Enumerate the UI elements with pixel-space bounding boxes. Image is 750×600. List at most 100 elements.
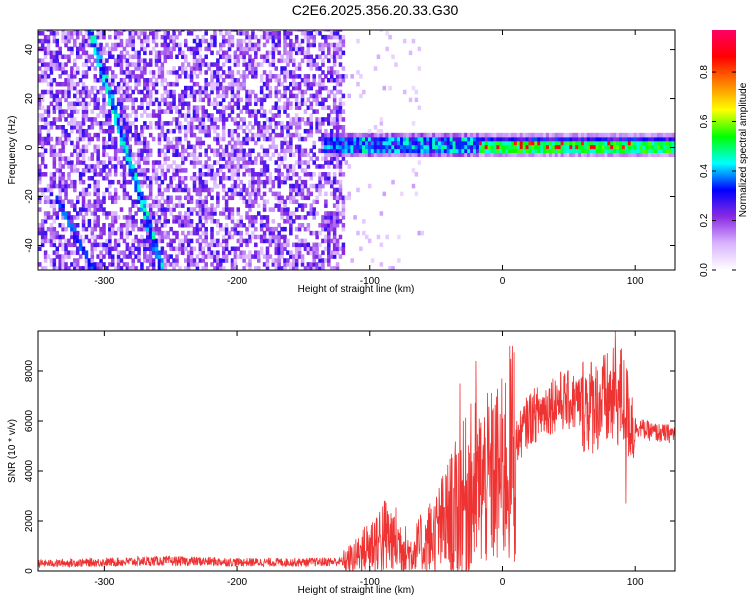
spectrogram-cell (408, 50, 413, 56)
spectrogram-cell (274, 30, 279, 36)
spectrogram-cell (49, 148, 54, 154)
spectrogram-cell (143, 207, 147, 212)
spectrogram-cell (289, 226, 293, 232)
spectrogram-cell (210, 219, 214, 224)
spectrogram-cell (373, 132, 378, 138)
spectrogram-cell (108, 226, 112, 232)
spectrogram-cell (125, 254, 130, 259)
spectrogram-cell (338, 168, 343, 173)
spectrogram-cell (297, 238, 302, 244)
spectrogram-cell (61, 66, 65, 71)
spectrogram-cell (148, 121, 153, 126)
spectrogram-cell (563, 148, 568, 154)
spectrogram-cell (616, 132, 620, 138)
spectrogram-cell (143, 58, 147, 63)
spectrogram-cell (621, 136, 626, 142)
spectrogram-cell (248, 109, 252, 114)
spectrogram-cell (294, 207, 299, 212)
spectrogram-cell (516, 140, 521, 146)
spectrogram-cell (38, 74, 42, 79)
spectrogram-cell (125, 266, 130, 270)
spectrogram-cell (239, 179, 243, 185)
spectrogram-cell (239, 254, 243, 259)
spectrogram-cell (73, 222, 77, 228)
spectrogram-cell (327, 132, 331, 138)
spectrogram-cell (52, 34, 57, 40)
spectrogram-cell (578, 136, 582, 142)
spectrogram-cell (245, 74, 249, 79)
spectrogram-cell (277, 121, 281, 126)
spectrogram-cell (151, 46, 156, 52)
spectrogram-cell (160, 266, 165, 270)
spectrogram-y-tick-label: -20 (24, 189, 35, 204)
spectrogram-cell (292, 58, 296, 63)
spectrogram-cell (134, 113, 138, 118)
spectrogram-cell (341, 226, 346, 232)
spectrogram-cell (239, 85, 243, 91)
spectrogram-cell (52, 250, 57, 255)
spectrogram-cell (230, 234, 235, 240)
spectrogram-cell (297, 254, 302, 259)
spectrogram-cell (280, 156, 284, 161)
spectrogram-cell (633, 152, 638, 157)
spectrogram-cell (265, 34, 270, 40)
spectrogram-cell (324, 258, 328, 263)
spectrogram-cell (338, 62, 343, 67)
spectrogram-cell (140, 203, 144, 208)
spectrogram-cell (324, 179, 328, 185)
spectrogram-cell (408, 140, 413, 146)
spectrogram-cell (213, 101, 217, 107)
spectrogram-cell (181, 30, 185, 32)
spectrogram-cell (148, 125, 153, 130)
spectrogram-cell (665, 132, 670, 138)
spectrogram-cell (335, 105, 340, 110)
spectrogram-cell (262, 113, 267, 118)
spectrogram-cell (75, 215, 80, 220)
spectrogram-cell (90, 117, 95, 122)
spectrogram-cell (137, 172, 141, 177)
spectrogram-cell (414, 140, 419, 146)
spectrogram-cell (592, 140, 597, 146)
spectrogram-cell (67, 101, 71, 107)
spectrogram-cell (356, 230, 360, 236)
spectrogram-cell (148, 203, 153, 208)
spectrogram-cell (289, 121, 293, 126)
spectrogram-cell (163, 34, 168, 40)
spectrogram-cell (294, 30, 299, 32)
spectrogram-cell (557, 140, 562, 146)
spectrogram-cell (216, 254, 220, 259)
spectrogram-cell (61, 172, 65, 177)
spectrogram-cell (125, 156, 130, 161)
spectrogram-cell (324, 191, 328, 197)
spectrogram-cell (178, 222, 182, 228)
spectrogram-cell (175, 125, 179, 130)
spectrogram-cell (110, 219, 115, 224)
spectrogram-cell (256, 175, 261, 181)
spectrogram-cell (227, 74, 232, 79)
spectrogram-cell (292, 121, 296, 126)
spectrogram-cell (324, 234, 328, 240)
spectrogram-cell (292, 183, 296, 189)
spectrogram-cell (163, 58, 168, 63)
spectrogram-cell (186, 128, 191, 134)
spectrogram-cell (668, 136, 673, 142)
spectrogram-cell (289, 42, 293, 48)
spectrogram-cell (262, 230, 267, 236)
spectrogram-cell (332, 70, 337, 75)
spectrogram-cell (64, 195, 68, 201)
spectrogram-cell (449, 144, 454, 150)
spectrogram-cell (40, 222, 45, 228)
spectrogram-cell (163, 109, 168, 114)
spectrogram-cell (105, 50, 109, 56)
spectrogram-cell (300, 30, 305, 36)
spectrogram-cell (268, 254, 273, 259)
spectrogram-cell (254, 160, 258, 165)
spectrogram-cell (598, 136, 603, 142)
spectrogram-cell (84, 250, 89, 255)
spectrogram-cell (280, 54, 284, 60)
spectrogram-cell (338, 254, 343, 259)
spectrogram-cell (125, 242, 130, 248)
spectrogram-cell (207, 211, 211, 216)
spectrogram-cell (49, 175, 54, 181)
spectrogram-cell (216, 258, 220, 263)
